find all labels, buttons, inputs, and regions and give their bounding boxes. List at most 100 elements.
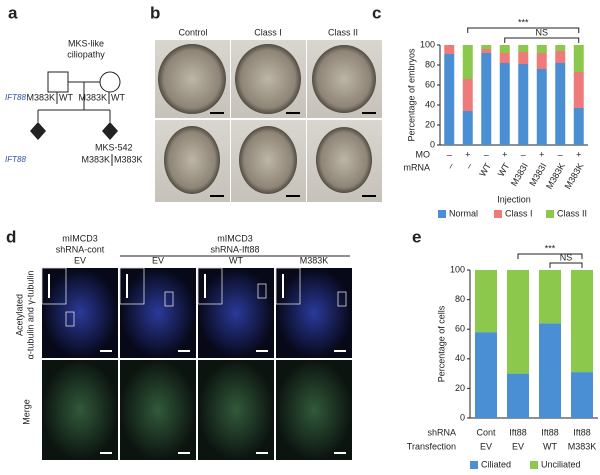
- significance-bracket: [549, 262, 583, 268]
- bar-segment: [462, 45, 473, 79]
- row-label: Acetylated: [14, 294, 24, 336]
- legend-label: Ciliated: [481, 459, 511, 469]
- legend-swatch: [546, 210, 554, 218]
- x-tick-label: Ift88: [541, 427, 559, 437]
- x-tick-label: EV: [480, 441, 492, 451]
- bar-segment: [555, 63, 566, 145]
- y-tick-label: 20: [455, 383, 465, 393]
- column-label: Class II: [328, 27, 358, 37]
- affected-child: [102, 122, 118, 140]
- legend-label: Class II: [557, 208, 587, 218]
- x-tick-label: –: [558, 149, 563, 159]
- y-tick-label: 60: [425, 79, 435, 89]
- proband-id: MKS-542: [95, 142, 133, 152]
- panel-letter: e: [412, 227, 421, 246]
- row-header: mRNA: [404, 162, 431, 172]
- legend-label: Unciliated: [541, 459, 581, 469]
- y-tick-label: 80: [425, 59, 435, 69]
- bar-segment: [444, 54, 455, 145]
- y-tick-label: 100: [450, 264, 465, 274]
- x-tick-label: –: [445, 161, 456, 170]
- row-label: Merge: [21, 399, 31, 425]
- x-tick-label: Ift88: [509, 427, 527, 437]
- bar-segment: [518, 64, 529, 145]
- x-tick-label: WT: [543, 441, 557, 451]
- bar-segment: [481, 53, 492, 145]
- legend-swatch: [470, 461, 478, 469]
- row-header: Transfection: [407, 441, 456, 451]
- genotype: WT: [111, 92, 125, 102]
- bar-segment: [536, 69, 547, 145]
- column-label: M383K: [300, 255, 329, 265]
- bar-segment: [518, 52, 529, 64]
- x-tick-label: –: [521, 149, 526, 159]
- y-tick-label: 80: [455, 294, 465, 304]
- bar-segment: [539, 270, 561, 324]
- column-label: WT: [229, 255, 243, 265]
- y-tick-label: 0: [430, 139, 435, 149]
- x-tick-label: –: [484, 149, 489, 159]
- bar-segment: [499, 63, 510, 145]
- bar-segment: [507, 373, 529, 418]
- group-label: shRNA-Ift88: [210, 244, 259, 254]
- panel-letter: b: [150, 3, 160, 22]
- column-label: EV: [152, 255, 164, 265]
- x-tick-label: Cont: [476, 427, 496, 437]
- x-tick-label: M383K: [568, 441, 597, 451]
- significance-label: NS: [535, 27, 548, 37]
- x-tick-label: +: [539, 149, 544, 159]
- genotype: M383K: [81, 154, 110, 164]
- significance-bracket: [467, 27, 580, 33]
- column-label: Class I: [254, 27, 282, 37]
- significance-label: ***: [545, 243, 556, 253]
- y-tick-label: 0: [460, 412, 465, 422]
- bar-segment: [499, 53, 510, 63]
- gene-label: IFT88: [5, 155, 26, 164]
- legend-label: Normal: [449, 208, 478, 218]
- pedigree-title: MKS-like: [68, 38, 104, 48]
- father: [47, 71, 69, 93]
- x-tick-label: Ift88: [573, 427, 591, 437]
- micrographs: [41, 267, 352, 460]
- bar-segment: [481, 49, 492, 53]
- genotype: M383K: [114, 154, 143, 164]
- affected-child: [30, 122, 46, 140]
- legend-swatch: [494, 210, 502, 218]
- panel-letter: c: [372, 3, 381, 22]
- bar-segment: [499, 45, 510, 53]
- mother: [99, 71, 121, 93]
- row-label: α-tubulin and γ-tubulin: [25, 271, 35, 360]
- row-header: shRNA: [427, 427, 456, 437]
- x-tick-label: EV: [512, 441, 524, 451]
- y-axis-title: Percentage of cells: [436, 305, 446, 382]
- x-tick-label: –: [447, 149, 452, 159]
- significance-bracket: [517, 253, 583, 259]
- x-tick-label: –: [463, 161, 474, 170]
- embryo-images: [155, 40, 382, 202]
- bar-segment: [475, 332, 497, 418]
- legend-label: Class I: [505, 208, 533, 218]
- x-tick-label: +: [502, 149, 507, 159]
- y-tick-label: 40: [455, 353, 465, 363]
- genotype: WT: [59, 92, 73, 102]
- bar-segment: [573, 72, 584, 108]
- x-axis-title: Injection: [497, 194, 531, 204]
- panel-d: d mIMCD3 shRNA-cont mIMCD3 shRNA-Ift88 E…: [6, 227, 352, 460]
- significance-bracket: [504, 37, 580, 43]
- bar-segment: [573, 108, 584, 145]
- bar-segment: [571, 270, 593, 373]
- x-tick-label: WT: [496, 161, 512, 179]
- y-tick-label: 60: [455, 324, 465, 334]
- pedigree-title: ciliopathy: [67, 49, 105, 59]
- x-tick-label: M383I: [509, 161, 530, 188]
- panel-letter: d: [6, 227, 16, 246]
- bar-segment: [462, 79, 473, 111]
- genotype: M383K: [78, 92, 107, 102]
- bar-segment: [536, 53, 547, 69]
- column-label: Control: [178, 27, 207, 37]
- group-label: mIMCD3: [62, 233, 98, 243]
- y-tick-label: 40: [425, 99, 435, 109]
- legend-swatch: [438, 210, 446, 218]
- significance-label: NS: [560, 252, 573, 262]
- group-label: shRNA-cont: [56, 244, 105, 254]
